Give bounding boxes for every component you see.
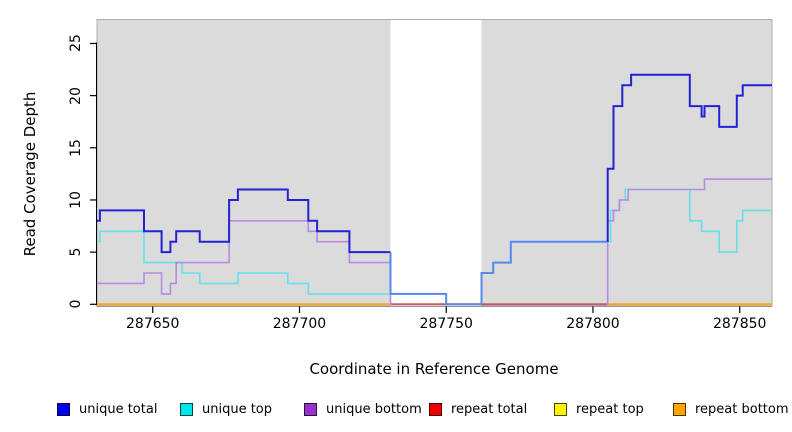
legend-swatch-icon	[57, 402, 70, 416]
legend-swatch-icon	[180, 402, 193, 416]
x-tick-label: 287750	[419, 316, 473, 332]
legend-item-repeat-bottom: repeat bottom	[673, 401, 789, 417]
legend-label: repeat top	[576, 401, 644, 417]
y-tick-label: 15	[68, 138, 84, 157]
legend-label: unique top	[202, 401, 273, 417]
legend-label: repeat bottom	[695, 401, 789, 417]
legend-item-unique-bottom: unique bottom	[304, 401, 422, 417]
y-tick-label: 10	[68, 191, 84, 209]
x-tick-label: 287700	[272, 316, 327, 332]
legend-item-unique-total: unique total	[57, 401, 157, 417]
highlight-band	[390, 20, 482, 306]
y-tick-label: 25	[68, 34, 84, 53]
y-tick-label: 0	[68, 299, 84, 309]
y-axis-title: Read Coverage Depth	[21, 91, 39, 257]
legend-swatch-icon	[673, 402, 686, 416]
legend-item-unique-top: unique top	[180, 401, 272, 417]
legend-swatch-icon	[304, 402, 317, 416]
legend-label: repeat total	[451, 401, 528, 417]
y-tick-label: 5	[68, 247, 84, 257]
chart-legend: unique total unique top unique bottom repea…	[0, 401, 792, 419]
series-line-unique-total	[97, 188, 391, 254]
x-tick-label: 287650	[126, 316, 180, 332]
legend-swatch-icon	[554, 402, 567, 416]
x-tick-label: 287850	[712, 316, 767, 332]
series-line-unique-total	[389, 240, 608, 306]
x-axis-title: Coordinate in Reference Genome	[309, 360, 559, 378]
legend-swatch-icon	[429, 402, 442, 416]
legend-item-repeat-top: repeat top	[554, 401, 644, 417]
series-line-unique-total	[606, 73, 772, 242]
legend-item-repeat-total: repeat total	[429, 401, 527, 417]
legend-label: unique bottom	[326, 401, 422, 417]
x-tick-label: 287800	[566, 316, 620, 332]
legend-label: unique total	[79, 401, 158, 417]
y-tick-label: 20	[68, 86, 84, 105]
